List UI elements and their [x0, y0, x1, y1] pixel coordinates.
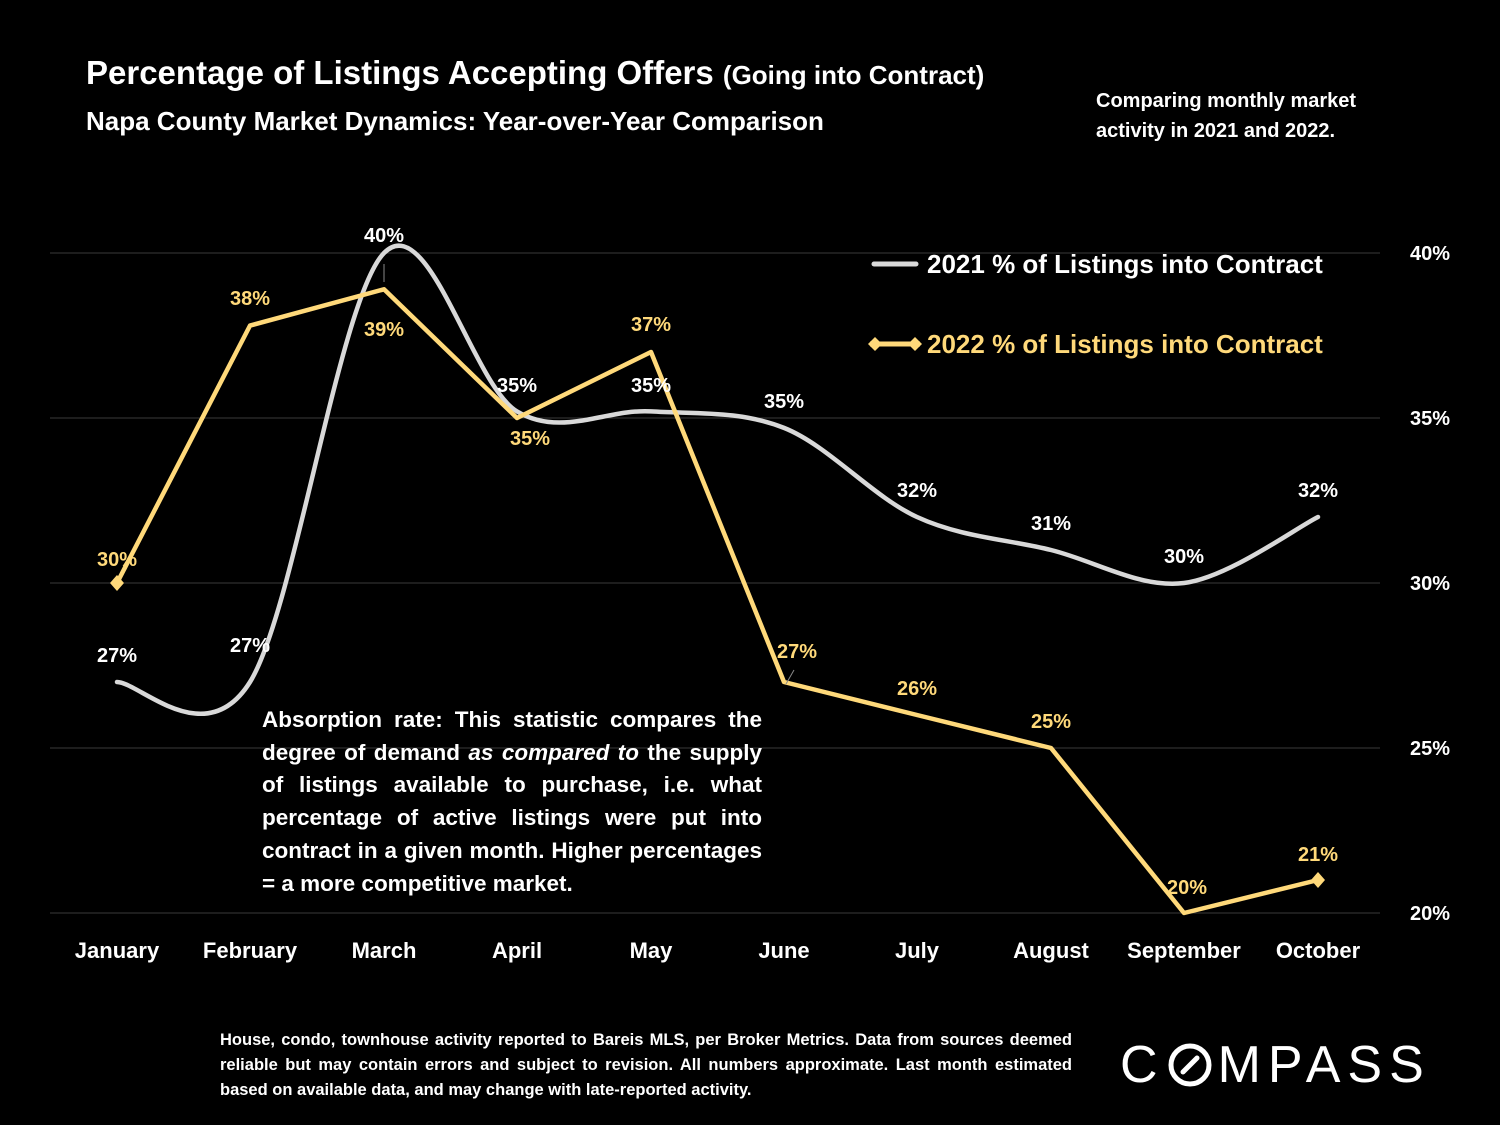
- page-subtitle: Napa County Market Dynamics: Year-over-Y…: [86, 106, 824, 136]
- data-label-2022: 20%: [1167, 877, 1207, 899]
- title-main: Percentage of Listings Accepting Offers: [86, 54, 714, 91]
- series-2022-marker: [1311, 872, 1325, 888]
- y-tick-label: 25%: [1410, 738, 1450, 760]
- data-label-2021: 27%: [97, 645, 137, 667]
- data-label-2022: 26%: [897, 678, 937, 700]
- absorption-text-pre: Absorption rate: This statistic compares…: [262, 707, 762, 765]
- x-tick-label: September: [1127, 938, 1241, 963]
- data-label-2021: 35%: [497, 375, 537, 397]
- data-label-2022: 27%: [777, 641, 817, 663]
- data-label-2021: 27%: [230, 635, 270, 657]
- data-label-2021: 35%: [631, 375, 671, 397]
- absorption-text-italic: as compared to: [468, 739, 639, 765]
- data-label-2021: 32%: [1298, 480, 1338, 502]
- data-label-2021: 30%: [1164, 546, 1204, 568]
- x-tick-label: June: [758, 938, 809, 963]
- y-tick-label: 40%: [1410, 243, 1450, 265]
- series-2021-line: [114, 243, 1321, 717]
- page-title: Percentage of Listings Accepting Offers …: [86, 54, 984, 92]
- series-2022-marker: [110, 575, 124, 591]
- data-label-2022: 25%: [1031, 711, 1071, 733]
- data-label-2022: 35%: [510, 428, 550, 450]
- data-label-2022: 30%: [97, 549, 137, 571]
- data-label-2021: 31%: [1031, 513, 1071, 535]
- logo-text-left: C: [1120, 1036, 1165, 1094]
- legend-label-2022: 2022 % of Listings into Contract: [927, 329, 1323, 359]
- data-label-2022: 39%: [364, 319, 404, 341]
- x-tick-label: May: [630, 938, 674, 963]
- data-label-2022: 37%: [631, 314, 671, 336]
- data-label-2021: 35%: [764, 391, 804, 413]
- compass-needle-icon: [1168, 1043, 1212, 1087]
- legend-label-2021: 2021 % of Listings into Contract: [927, 249, 1323, 279]
- line-chart: 20% 25% 30% 35% 40% January February March April…: [50, 225, 1450, 963]
- x-tick-label: October: [1276, 938, 1361, 963]
- series-2022-line: [115, 287, 1319, 916]
- x-tick-label: March: [352, 938, 417, 963]
- legend-marker-2022: [908, 337, 922, 351]
- absorption-description: Absorption rate: This statistic compares…: [262, 704, 762, 900]
- logo-text-right: MPASS: [1217, 1036, 1431, 1094]
- title-paren: (Going into Contract): [722, 60, 985, 90]
- absorption-text-post: the supply of listings available to purc…: [262, 739, 762, 896]
- x-tick-label: August: [1013, 938, 1089, 963]
- x-tick-label: January: [75, 938, 160, 963]
- data-label-2022: 38%: [230, 288, 270, 310]
- footer-disclaimer: House, condo, townhouse activity reporte…: [220, 1031, 1072, 1099]
- data-label-2022: 21%: [1298, 844, 1338, 866]
- data-label-2021: 32%: [897, 480, 937, 502]
- y-tick-label: 30%: [1410, 573, 1450, 595]
- y-tick-label: 35%: [1410, 408, 1450, 430]
- legend-marker-2022: [868, 337, 882, 351]
- compass-logo: C MPASS: [1120, 1035, 1431, 1095]
- x-tick-label: February: [203, 938, 298, 963]
- y-tick-label: 20%: [1410, 903, 1450, 925]
- x-tick-label: April: [492, 938, 542, 963]
- comparison-note: Comparing monthly market activity in 202…: [1096, 90, 1357, 142]
- x-tick-label: July: [895, 938, 940, 963]
- leader-line: [785, 669, 795, 685]
- data-label-2021: 40%: [364, 225, 404, 247]
